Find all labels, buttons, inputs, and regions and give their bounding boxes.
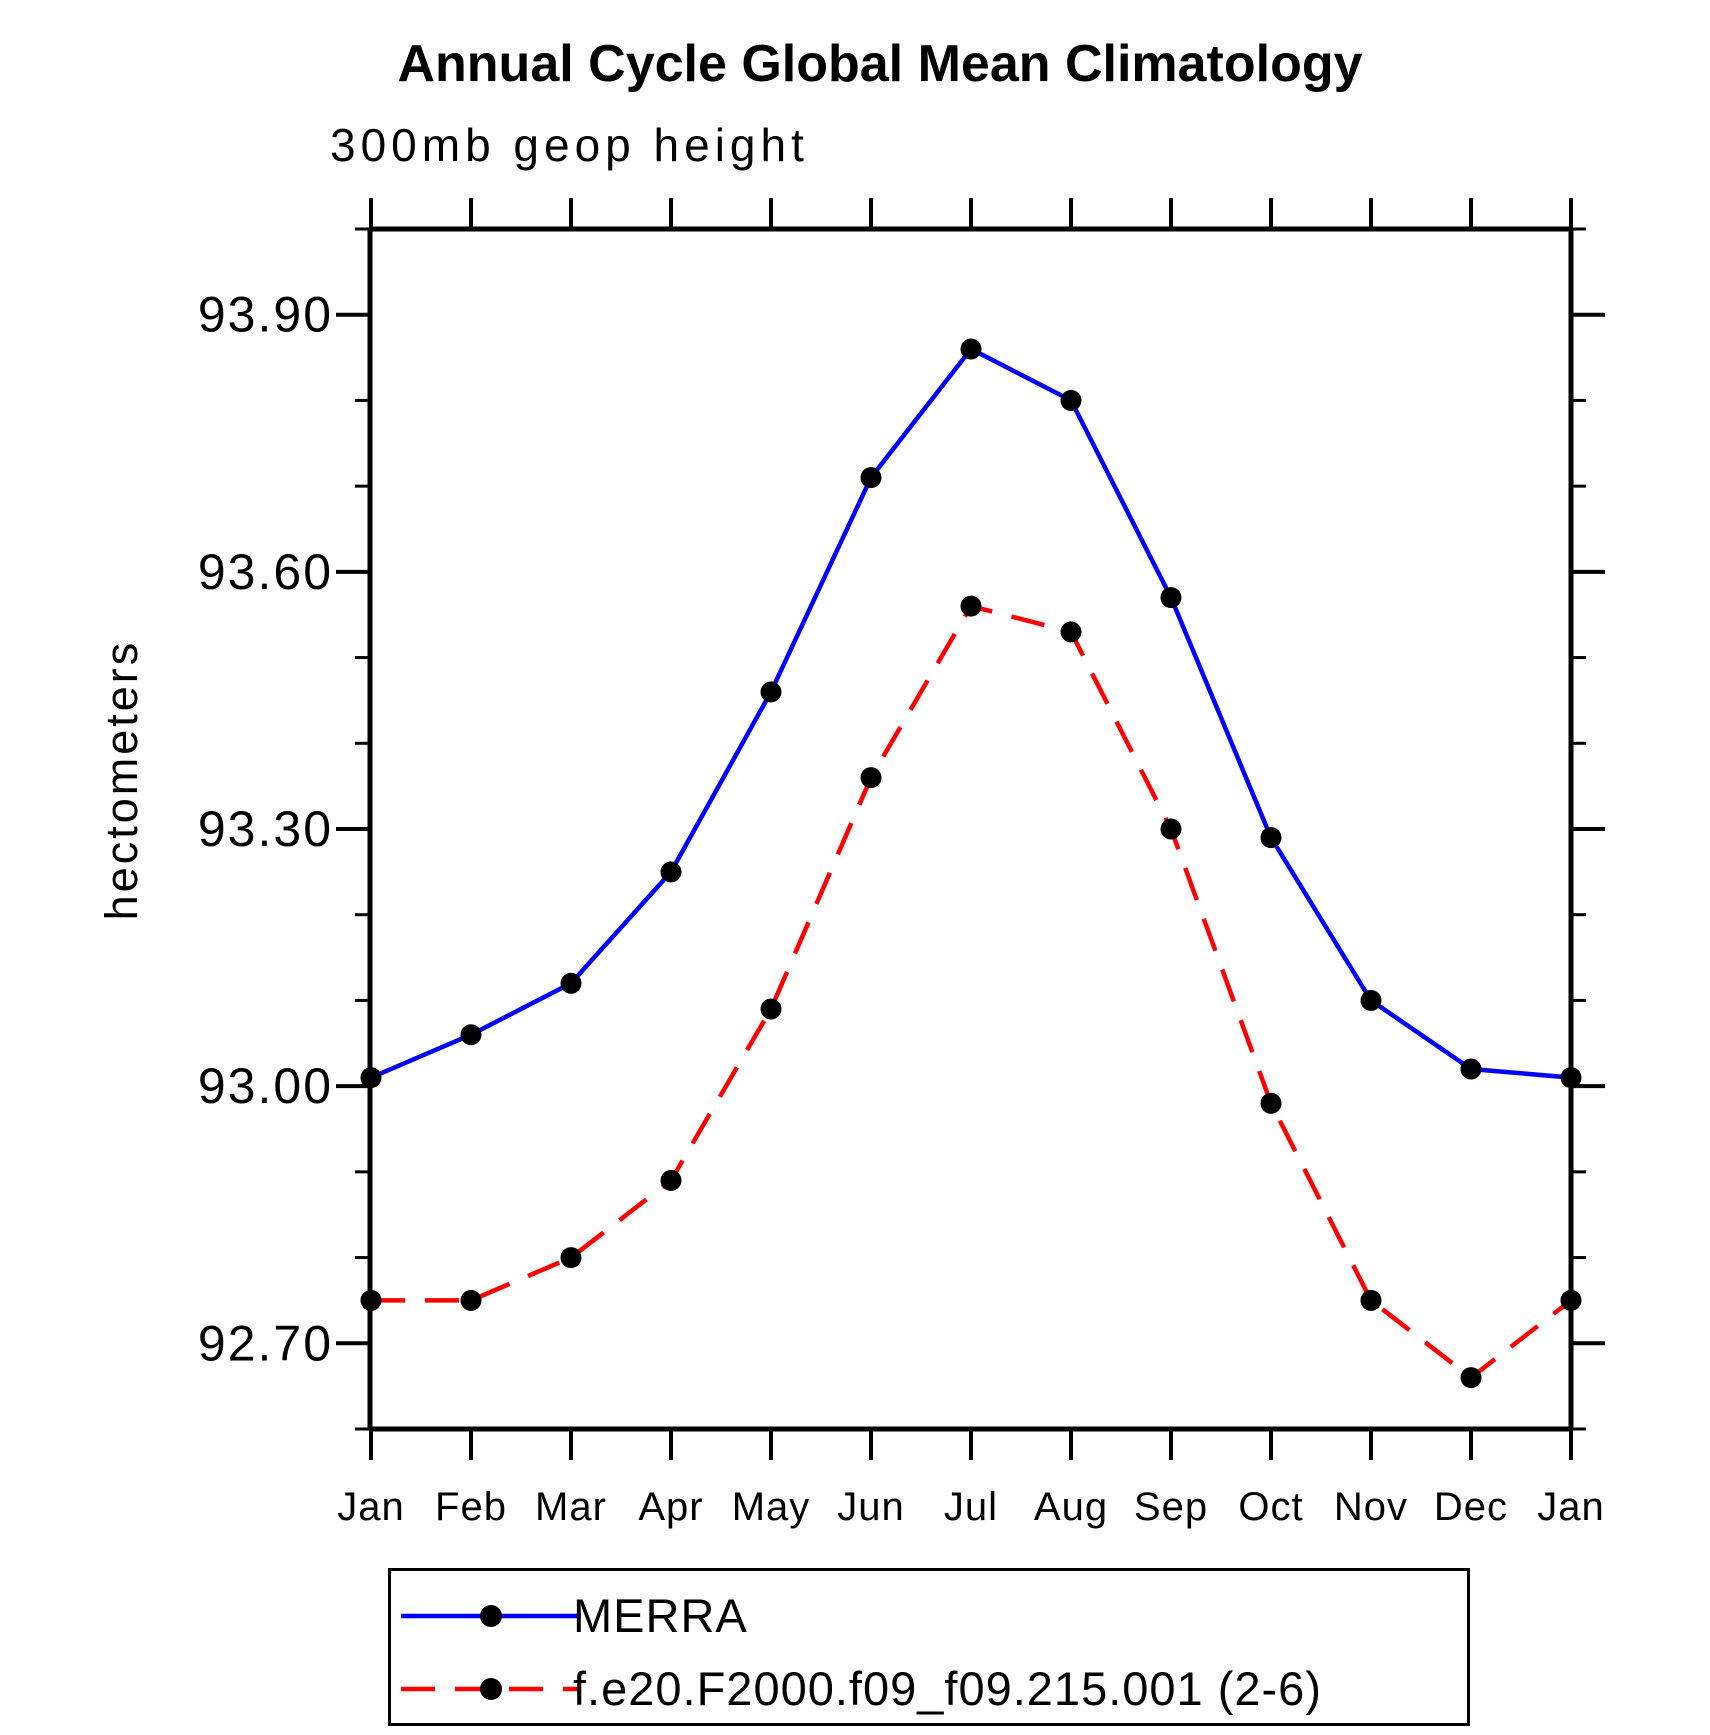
data-point-marker — [860, 767, 882, 789]
data-point-marker — [460, 1024, 482, 1046]
data-point-marker — [1560, 1067, 1582, 1089]
data-point-marker — [960, 595, 982, 617]
data-point-marker — [1460, 1058, 1482, 1080]
y-tick-labels: 92.70 93.00 93.30 93.60 93.90 — [198, 287, 333, 1372]
data-point-marker — [1060, 389, 1082, 411]
data-point-marker — [1160, 818, 1182, 840]
legend-label-merra: MERRA — [573, 1589, 748, 1642]
x-tick-label: Nov — [1334, 1485, 1408, 1529]
x-tick-label: Jan — [1537, 1485, 1605, 1529]
data-point-marker — [760, 998, 782, 1020]
legend-label-model: f.e20.F2000.f09_f09.215.001 (2-6) — [573, 1662, 1322, 1715]
data-point-marker — [360, 1289, 382, 1311]
x-tick-label: Jan — [337, 1485, 405, 1529]
series-merra — [360, 338, 1582, 1089]
data-point-marker — [1460, 1367, 1482, 1389]
y-tick-label: 93.30 — [198, 801, 333, 857]
model-swatch-marker — [480, 1678, 502, 1700]
x-tick-label: Dec — [1434, 1485, 1508, 1529]
data-point-marker — [1560, 1289, 1582, 1311]
data-point-marker — [1360, 1289, 1382, 1311]
y-tick-label: 92.70 — [198, 1315, 333, 1371]
merra-line-swatch-icon — [401, 1605, 581, 1627]
x-tick-label: Oct — [1238, 1485, 1303, 1529]
axes — [336, 198, 1605, 1460]
x-tick-label: May — [732, 1485, 811, 1529]
chart-subtitle: 300mb geop height — [330, 119, 809, 171]
data-point-marker — [1260, 827, 1282, 849]
data-point-marker — [960, 338, 982, 360]
data-point-marker — [660, 1169, 682, 1191]
x-tick-label: Feb — [435, 1485, 507, 1529]
data-point-marker — [1060, 621, 1082, 643]
data-point-marker — [460, 1289, 482, 1311]
x-tick-label: Sep — [1134, 1485, 1208, 1529]
series-line — [370, 346, 1572, 1080]
data-point-marker — [560, 1247, 582, 1269]
x-tick-label: Aug — [1034, 1485, 1108, 1529]
series-model — [360, 595, 1582, 1389]
x-tick-label: Jul — [944, 1485, 998, 1529]
y-tick-label: 93.90 — [198, 287, 333, 343]
x-tick-label: Mar — [535, 1485, 607, 1529]
data-point-marker — [1160, 587, 1182, 609]
data-point-marker — [760, 681, 782, 703]
legend-box: MERRA f.e20.F2000.f09_f09.215.001 (2-6) — [388, 1568, 1470, 1726]
chart-title: Annual Cycle Global Mean Climatology — [397, 35, 1363, 93]
x-tick-labels: Jan Feb Mar Apr May Jun Jul Aug Sep Oct Nov Dec Jan — [337, 1485, 1605, 1529]
data-point-marker — [860, 467, 882, 489]
merra-swatch-marker — [480, 1605, 502, 1627]
data-point-marker — [1360, 989, 1382, 1011]
data-point-marker — [560, 972, 582, 994]
x-tick-label: Apr — [638, 1485, 703, 1529]
data-point-marker — [660, 861, 682, 883]
data-point-marker — [360, 1067, 382, 1089]
data-point-marker — [1260, 1092, 1282, 1114]
y-tick-label: 93.00 — [198, 1058, 333, 1114]
x-tick-label: Jun — [837, 1485, 905, 1529]
y-tick-label: 93.60 — [198, 544, 333, 600]
model-line-swatch-icon — [401, 1678, 581, 1700]
